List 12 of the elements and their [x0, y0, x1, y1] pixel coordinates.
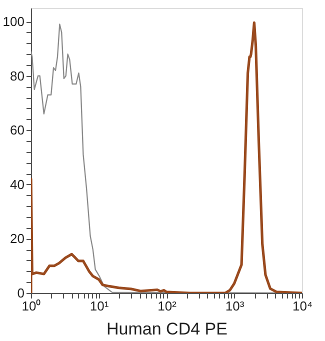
y-tick-label: 100 — [2, 14, 24, 30]
x-tick-label: 10³ — [225, 298, 245, 314]
y-tick-label: 80 — [10, 68, 24, 84]
x-tick-label: 10⁴ — [292, 298, 313, 314]
y-tick-label: 40 — [10, 176, 24, 192]
y-tick-label: 60 — [10, 122, 24, 138]
x-axis-title: Human CD4 PE — [106, 320, 228, 338]
y-tick-label: 20 — [10, 231, 24, 246]
x-tick-label: 10² — [158, 298, 178, 314]
x-tick-label: 10¹ — [90, 298, 110, 314]
x-tick-label: 10⁰ — [22, 298, 42, 314]
y-tick-label: 0 — [17, 286, 24, 300]
